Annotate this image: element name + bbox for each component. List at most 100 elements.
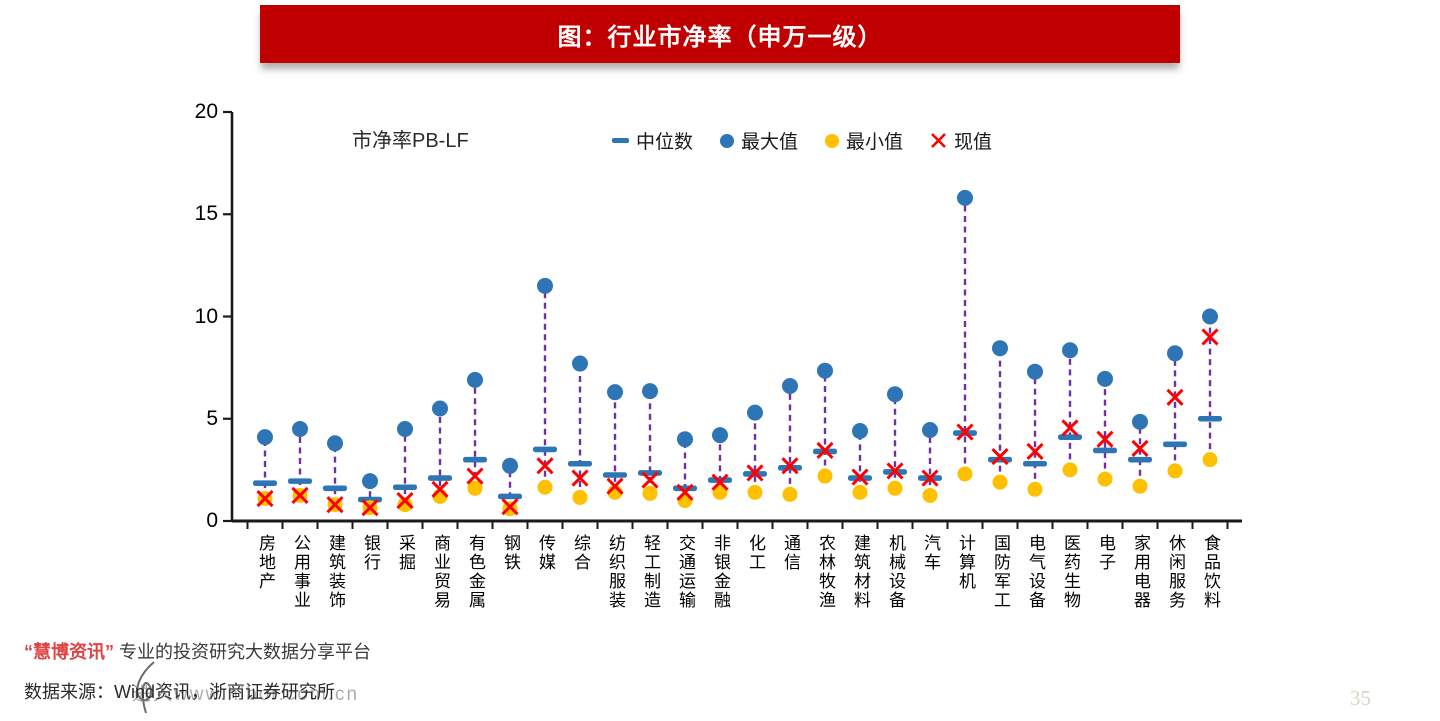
legend-item-max: 最大值 — [720, 127, 798, 154]
max-marker — [642, 383, 658, 400]
current-marker — [291, 486, 309, 504]
median-marker — [1198, 415, 1222, 422]
x-category-label: 通信 — [781, 534, 800, 572]
max-marker — [1027, 363, 1043, 380]
chart-legend: 中位数 最大值 最小值 现值 — [612, 127, 992, 154]
y-tick-label: 0 — [206, 509, 218, 532]
median-marker — [1128, 456, 1152, 463]
current-marker — [781, 457, 799, 475]
median-marker — [323, 485, 347, 492]
median-marker — [533, 446, 557, 453]
median-marker — [603, 472, 627, 478]
y-tick-label: 20 — [194, 100, 218, 123]
current-marker — [256, 489, 274, 508]
y-tick-label: 15 — [194, 202, 218, 226]
min-marker — [887, 480, 903, 496]
min-marker — [1132, 478, 1148, 494]
max-marker — [362, 473, 378, 490]
min-marker — [1097, 471, 1113, 487]
current-marker — [956, 423, 974, 441]
max-marker — [537, 277, 553, 294]
x-category-label: 建筑材料 — [851, 534, 870, 610]
max-marker — [712, 427, 728, 444]
min-marker — [1062, 462, 1078, 478]
x-category-label: 化工 — [746, 534, 765, 572]
plot-inner-label: 市净率PB-LF — [352, 130, 469, 152]
chart-title: 图：行业市净率（申万一级） — [557, 23, 883, 51]
current-marker — [466, 467, 484, 485]
x-category-label: 银行 — [361, 534, 380, 572]
min-marker — [1167, 463, 1183, 479]
min-marker — [817, 468, 833, 484]
max-marker — [1132, 413, 1148, 430]
x-category-label: 农林牧渔 — [816, 534, 835, 610]
current-marker — [816, 441, 834, 460]
current-marker — [361, 499, 379, 517]
median-marker — [568, 460, 592, 467]
x-category-label: 医药生物 — [1061, 534, 1080, 610]
current-marker — [886, 462, 904, 480]
brand-name: “慧博资讯” — [24, 642, 114, 662]
current-marker — [501, 498, 519, 516]
current-marker — [676, 483, 694, 501]
median-marker — [1058, 434, 1082, 440]
y-tick-label: 10 — [194, 304, 218, 328]
median-marker — [393, 484, 417, 491]
current-marker — [1166, 388, 1184, 406]
x-category-label: 有色金属 — [466, 534, 485, 610]
max-marker — [257, 429, 273, 446]
x-category-label: 电气设备 — [1026, 534, 1045, 610]
x-category-label: 食品饮料 — [1201, 534, 1220, 610]
max-marker — [1097, 370, 1113, 387]
min-marker — [852, 484, 868, 500]
legend-item-current: 现值 — [930, 127, 992, 154]
current-marker — [991, 448, 1009, 466]
median-dash-icon — [612, 138, 629, 143]
max-marker — [572, 355, 588, 372]
current-marker — [1026, 442, 1044, 461]
max-marker — [677, 431, 693, 448]
current-marker — [1131, 439, 1149, 457]
min-marker — [572, 489, 588, 505]
x-category-label: 公用事业 — [291, 534, 310, 610]
x-category-label: 汽车 — [921, 534, 940, 572]
median-marker — [1163, 441, 1187, 448]
min-marker — [397, 497, 413, 513]
x-category-label: 轻工制造 — [641, 534, 660, 610]
y-tick-label: 5 — [206, 406, 218, 430]
current-marker — [921, 469, 939, 487]
x-category-label: 商业贸易 — [431, 534, 450, 610]
max-marker — [1167, 345, 1183, 362]
min-marker — [1202, 452, 1218, 468]
current-marker — [1201, 328, 1219, 346]
platform-tagline: “慧博资讯” 专业的投资研究大数据分享平台 — [24, 638, 371, 664]
x-category-label: 传媒 — [536, 534, 555, 572]
median-marker — [1093, 447, 1117, 454]
x-category-label: 电子 — [1096, 534, 1115, 572]
current-marker — [641, 471, 659, 489]
max-marker — [327, 435, 343, 452]
min-marker — [642, 485, 658, 501]
min-marker — [747, 484, 763, 500]
max-marker — [292, 420, 308, 437]
x-category-label: 房地产 — [256, 534, 275, 591]
min-marker — [712, 484, 728, 500]
median-marker — [288, 478, 312, 484]
x-category-label: 国防军工 — [991, 534, 1010, 610]
current-marker — [1061, 419, 1079, 437]
max-marker — [782, 378, 798, 395]
x-category-label: 休闲服务 — [1166, 534, 1185, 610]
max-dot-icon — [720, 133, 735, 148]
max-marker — [992, 340, 1008, 357]
current-marker — [571, 469, 589, 487]
current-marker — [396, 491, 414, 510]
brand-tagline: 专业的投资研究大数据分享平台 — [119, 642, 372, 662]
min-marker — [782, 486, 798, 502]
min-marker — [1027, 481, 1043, 497]
min-marker — [922, 487, 938, 503]
watermark-text: 进入www.hibor.com.cn — [132, 684, 360, 705]
current-marker — [326, 496, 344, 514]
legend-label-current: 现值 — [954, 132, 993, 153]
median-marker — [428, 475, 452, 481]
